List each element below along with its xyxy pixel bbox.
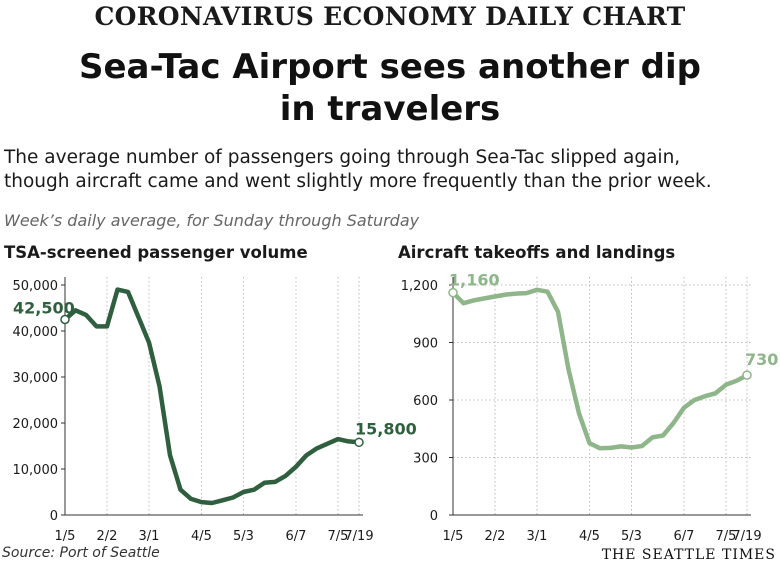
aircraft-series-line bbox=[450, 287, 750, 451]
aircraft-y-tick-label: 1,200 bbox=[401, 279, 438, 294]
averaging-note: Week’s daily average, for Sunday through… bbox=[4, 211, 420, 230]
headline: Sea-Tac Airport sees another dip in trav… bbox=[0, 46, 780, 130]
aircraft-y-tick-label: 0 bbox=[430, 509, 438, 524]
aircraft-start-value-label: 1,160 bbox=[449, 271, 500, 290]
aircraft-x-tick-label: 3/1 bbox=[527, 529, 548, 544]
passenger-x-tick-label: 7/19 bbox=[344, 529, 373, 544]
passenger-start-marker bbox=[60, 314, 70, 325]
dek-line-2: though aircraft came and went slightly m… bbox=[4, 171, 712, 192]
source-note: Source: Port of Seattle bbox=[2, 545, 160, 561]
passenger-y-tick-label: 20,000 bbox=[13, 417, 59, 432]
passenger-y-tick-label: 30,000 bbox=[13, 371, 59, 386]
passenger-x-tick-label: 5/3 bbox=[233, 529, 254, 544]
aircraft-x-tick-label: 5/3 bbox=[621, 529, 642, 544]
passenger-end-value-label: 15,800 bbox=[355, 419, 417, 438]
aircraft-x-tick-label: 2/2 bbox=[485, 529, 506, 544]
passenger-y-tick-label: 0 bbox=[50, 509, 58, 524]
passenger-x-tick-label: 7/5 bbox=[328, 529, 349, 544]
aircraft-start-marker bbox=[448, 287, 458, 298]
passenger-x-tick-label: 6/7 bbox=[286, 529, 307, 544]
passenger-x-tick-label: 1/5 bbox=[55, 529, 76, 544]
passenger-y-tick-label: 10,000 bbox=[13, 463, 59, 478]
headline-line-1: Sea-Tac Airport sees another dip bbox=[78, 47, 702, 87]
aircraft-x-tick-label: 6/7 bbox=[674, 529, 695, 544]
passenger-series-line bbox=[62, 287, 362, 506]
passenger-y-tick-label: 50,000 bbox=[13, 279, 59, 294]
aircraft-x-tick-label: 7/5 bbox=[716, 529, 737, 544]
passenger-x-tick-label: 2/2 bbox=[97, 529, 118, 544]
passenger-y-tick-label: 40,000 bbox=[13, 325, 59, 340]
passenger-start-value-label: 42,500 bbox=[13, 299, 75, 318]
aircraft-x-tick-label: 7/19 bbox=[732, 529, 761, 544]
passenger-x-tick-label: 3/1 bbox=[139, 529, 160, 544]
aircraft-y-tick-label: 900 bbox=[413, 337, 438, 352]
aircraft-y-tick-label: 300 bbox=[413, 452, 438, 467]
passenger-end-marker bbox=[354, 437, 364, 448]
headline-line-2: in travelers bbox=[279, 89, 501, 129]
passenger-panel-title: TSA-screened passenger volume bbox=[4, 243, 308, 262]
aircraft-panel-title: Aircraft takeoffs and landings bbox=[398, 243, 676, 262]
dek: The average number of passengers going t… bbox=[4, 146, 780, 194]
chart-kicker: CORONAVIRUS ECONOMY DAILY CHART bbox=[94, 2, 686, 31]
aircraft-end-value-label: 730 bbox=[745, 350, 778, 369]
passenger-x-tick-label: 4/5 bbox=[191, 529, 212, 544]
dek-line-1: The average number of passengers going t… bbox=[4, 147, 681, 168]
aircraft-x-tick-label: 1/5 bbox=[443, 529, 464, 544]
aircraft-y-tick-label: 600 bbox=[413, 394, 438, 409]
aircraft-end-marker bbox=[742, 370, 752, 380]
aircraft-x-tick-label: 4/5 bbox=[579, 529, 600, 544]
publisher-brand: THE SEATTLE TIMES bbox=[601, 547, 776, 563]
